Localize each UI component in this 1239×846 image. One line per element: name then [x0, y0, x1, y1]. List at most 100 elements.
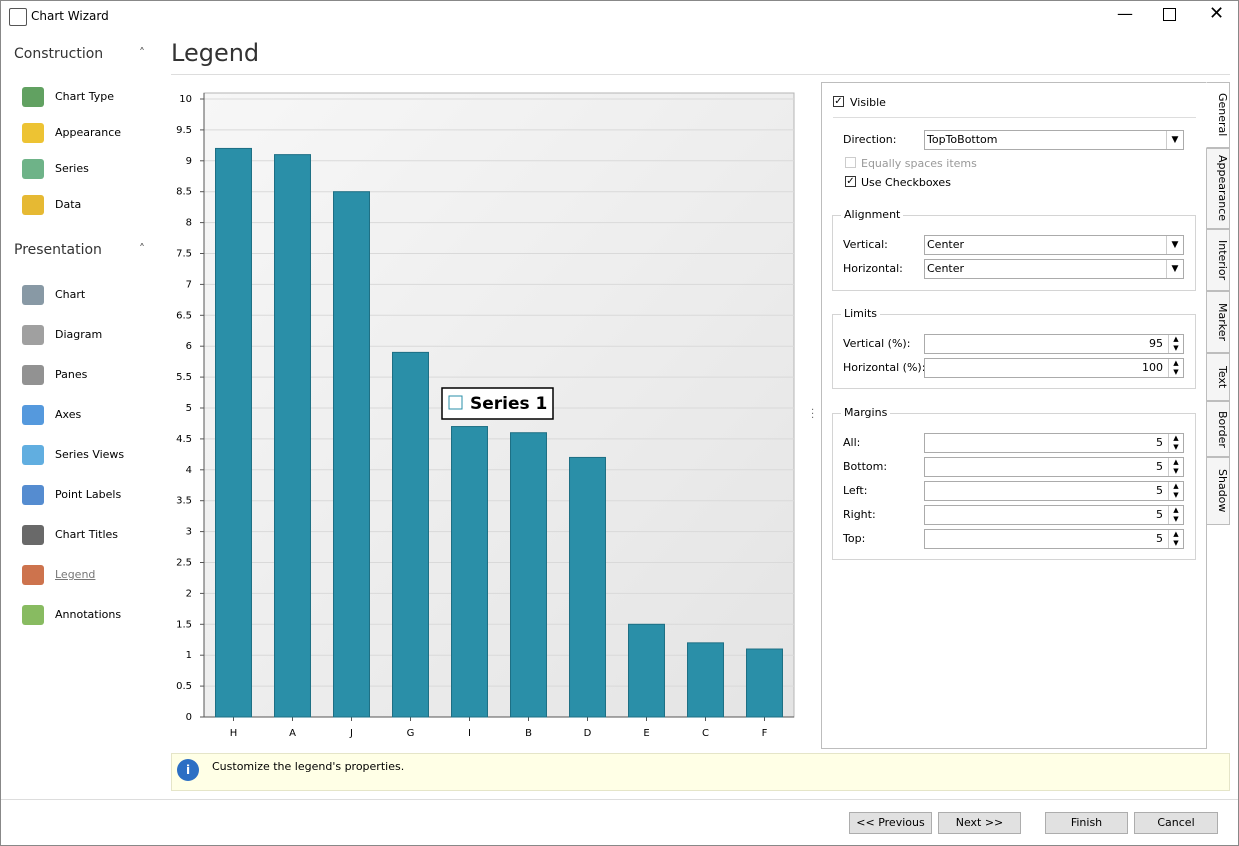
tab[interactable]: Border [1206, 401, 1230, 457]
x-tick-label: I [468, 728, 471, 739]
nav-item[interactable]: Appearance [55, 126, 122, 139]
info-text: Customize the legend's properties. [212, 760, 405, 773]
spin-buttons: ▲ ▼ [1168, 482, 1183, 500]
checkbox[interactable]: ✓ [833, 96, 844, 107]
bar [333, 191, 370, 718]
checkbox [845, 157, 856, 168]
bar [451, 426, 488, 718]
nav-icon [22, 123, 44, 143]
nav-item[interactable]: Chart [55, 288, 86, 301]
nav-icon [22, 195, 44, 215]
y-tick-label: 1.5 [176, 619, 192, 630]
combo-box[interactable]: Center ▼ [924, 235, 1184, 255]
y-tick-label: 8 [186, 218, 192, 229]
y-tick-label: 1 [186, 650, 192, 661]
nav-icon [22, 485, 44, 505]
nav-icon [22, 285, 44, 305]
maximize-button[interactable] [1163, 8, 1176, 21]
app-icon [9, 8, 27, 26]
tab[interactable]: Marker [1206, 291, 1230, 353]
legend-label: Series 1 [470, 394, 547, 414]
tab[interactable]: Text [1206, 353, 1230, 401]
y-tick-label: 6 [186, 341, 192, 352]
close-button[interactable]: ✕ [1209, 3, 1225, 24]
nav-item[interactable]: Legend [55, 568, 96, 581]
combo-value: TopToBottom [927, 133, 998, 146]
wizard-button[interactable]: Cancel [1134, 812, 1218, 834]
bar [746, 648, 783, 718]
spin-buttons: ▲ ▼ [1168, 458, 1183, 476]
y-tick-label: 10 [179, 94, 192, 105]
combo-box[interactable]: TopToBottom ▼ [924, 130, 1184, 150]
splitter[interactable]: ... [811, 402, 815, 421]
combo-arrow: ▼ [1166, 236, 1183, 254]
collapse-button[interactable]: ˄ [139, 46, 145, 60]
nav-item[interactable]: Point Labels [55, 488, 122, 501]
nav-item[interactable]: Axes [55, 408, 82, 421]
wizard-button[interactable]: Finish [1045, 812, 1128, 834]
wizard-button[interactable]: << Previous [849, 812, 932, 834]
spin-edit[interactable]: 5 ▲ ▼ [924, 529, 1184, 549]
footer-separator [1, 799, 1238, 800]
y-tick-label: 9.5 [176, 125, 192, 136]
minimize-button[interactable]: — [1117, 4, 1133, 23]
group-title: Margins [841, 406, 891, 419]
nav-item[interactable]: Chart Type [55, 90, 114, 103]
nav-item[interactable]: Diagram [55, 328, 103, 341]
spin-edit[interactable]: 100 ▲ ▼ [924, 358, 1184, 378]
nav-icon [22, 525, 44, 545]
tab[interactable]: Appearance [1206, 148, 1230, 229]
x-tick-label: E [643, 728, 649, 739]
group-box [832, 215, 1196, 291]
spin-edit[interactable]: 5 ▲ ▼ [924, 505, 1184, 525]
tab[interactable]: Interior [1206, 229, 1230, 291]
title-separator [171, 74, 1230, 75]
chart: 0 0.5 1 1.5 2 2.5 3 3.5 4 4.5 5 5.5 6 6.5 7 7.5 8 8.5 9 9.5… [176, 92, 795, 739]
nav-item[interactable]: Annotations [55, 608, 122, 621]
y-tick-label: 3 [186, 527, 192, 538]
nav-icon [22, 605, 44, 625]
spin-buttons: ▲ ▼ [1168, 506, 1183, 524]
combo-box[interactable]: Center ▼ [924, 259, 1184, 279]
spin-edit[interactable]: 5 ▲ ▼ [924, 433, 1184, 453]
nav-item[interactable]: Series [55, 162, 89, 175]
field-label: All: [843, 436, 861, 449]
section-title: Presentation [14, 242, 102, 258]
bar [215, 147, 252, 718]
x-tick-label: F [762, 728, 768, 739]
spin-value: 5 [1156, 460, 1163, 473]
y-tick-label: 7.5 [176, 249, 192, 260]
nav-item[interactable]: Data [55, 198, 82, 211]
visible-label: Visible [850, 96, 886, 109]
y-tick-label: 5.5 [176, 372, 192, 383]
field-label: Left: [843, 484, 868, 497]
checkbox[interactable]: ✓ [845, 176, 856, 187]
x-tick-label: J [349, 728, 353, 739]
use-checkboxes-label: Use Checkboxes [861, 176, 951, 189]
x-tick-label: C [702, 728, 709, 739]
nav-item[interactable]: Series Views [55, 448, 125, 461]
combo-value: Center [927, 262, 965, 275]
combo-arrow: ▼ [1166, 131, 1183, 149]
spin-value: 95 [1149, 337, 1163, 350]
y-tick-label: 2.5 [176, 558, 192, 569]
nav-icon [22, 365, 44, 385]
spin-value: 5 [1156, 436, 1163, 449]
nav-icon [22, 159, 44, 179]
bar [392, 351, 429, 718]
nav-item[interactable]: Chart Titles [55, 528, 119, 541]
spin-buttons: ▲ ▼ [1168, 530, 1183, 548]
collapse-button[interactable]: ˄ [139, 242, 145, 256]
spin-edit[interactable]: 5 ▲ ▼ [924, 481, 1184, 501]
wizard-button[interactable]: Next >> [938, 812, 1021, 834]
y-tick-label: 8.5 [176, 187, 192, 198]
tab[interactable]: General [1206, 82, 1230, 148]
tab[interactable]: Shadow [1206, 457, 1230, 525]
group-box [832, 413, 1196, 560]
field-label: Bottom: [843, 460, 888, 473]
spin-edit[interactable]: 95 ▲ ▼ [924, 334, 1184, 354]
spin-buttons: ▲ ▼ [1168, 359, 1183, 377]
nav-item[interactable]: Panes [55, 368, 88, 381]
spin-edit[interactable]: 5 ▲ ▼ [924, 457, 1184, 477]
